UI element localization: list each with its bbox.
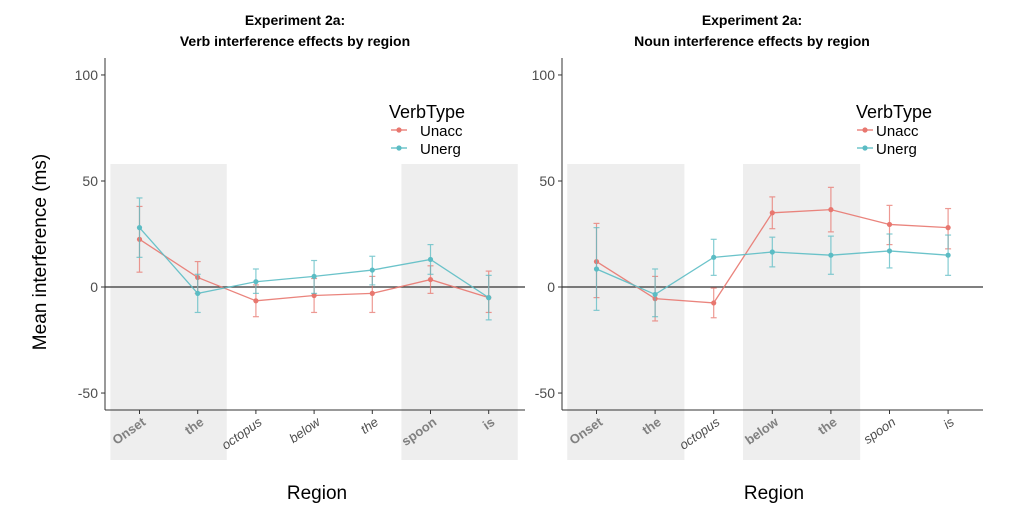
data-point [253, 279, 259, 285]
shaded-region [401, 164, 518, 460]
legend-key-point [862, 145, 868, 151]
data-point [253, 298, 259, 304]
y-tick-label: 0 [547, 279, 555, 295]
x-tick-label: the [358, 414, 381, 437]
data-point [136, 225, 143, 231]
y-tick-label: -50 [78, 385, 98, 401]
y-tick-label: 100 [75, 67, 99, 83]
series-unerg [593, 227, 952, 318]
legend-title: VerbType [856, 102, 932, 122]
legend-label-unerg: Unerg [420, 141, 461, 158]
data-point [311, 273, 317, 280]
data-point [828, 207, 834, 213]
data-point [486, 295, 492, 301]
shaded-region [110, 164, 227, 460]
legend-label-unerg: Unerg [876, 141, 917, 158]
legend-key-point [396, 145, 402, 151]
data-point [769, 249, 775, 255]
x-axis-label: Region [744, 483, 804, 504]
data-point [711, 254, 717, 260]
legend-key-point [862, 127, 868, 133]
data-point [427, 256, 434, 263]
panel-title-line2: Verb interference effects by region [180, 33, 410, 49]
x-tick-label: spoon [861, 414, 899, 447]
data-point [652, 291, 658, 298]
y-tick-label: 50 [539, 173, 555, 189]
y-tick-label: 100 [532, 67, 556, 83]
legend-label-unacc: Unacc [876, 123, 919, 140]
panel-title-line2: Noun interference effects by region [634, 33, 870, 49]
series-unerg [136, 197, 492, 321]
data-point [945, 252, 951, 258]
data-point [886, 248, 893, 254]
legend-title: VerbType [389, 102, 465, 122]
data-point [195, 290, 201, 296]
data-point [886, 221, 893, 228]
legend-key-point [396, 127, 402, 133]
y-tick-label: 0 [90, 279, 98, 295]
x-tick-label: below [286, 413, 324, 446]
x-tick-label: is [941, 414, 958, 432]
data-point [945, 225, 951, 231]
y-tick-label: 50 [82, 173, 98, 189]
y-tick-label: -50 [535, 385, 555, 401]
data-point [828, 252, 834, 258]
shaded-region [567, 164, 685, 460]
data-point [369, 267, 375, 273]
x-axis-label: Region [287, 483, 347, 504]
data-point [711, 300, 717, 306]
data-point [369, 290, 375, 296]
data-point [427, 276, 434, 283]
legend-label-unacc: Unacc [420, 123, 463, 140]
data-point [593, 266, 600, 272]
panel-title-line1: Experiment 2a: [245, 12, 345, 28]
shaded-region [743, 164, 861, 460]
data-point [769, 210, 775, 216]
data-point [311, 292, 317, 299]
panel-title-line1: Experiment 2a: [702, 12, 802, 28]
y-axis-label: Mean interference (ms) [30, 154, 51, 350]
